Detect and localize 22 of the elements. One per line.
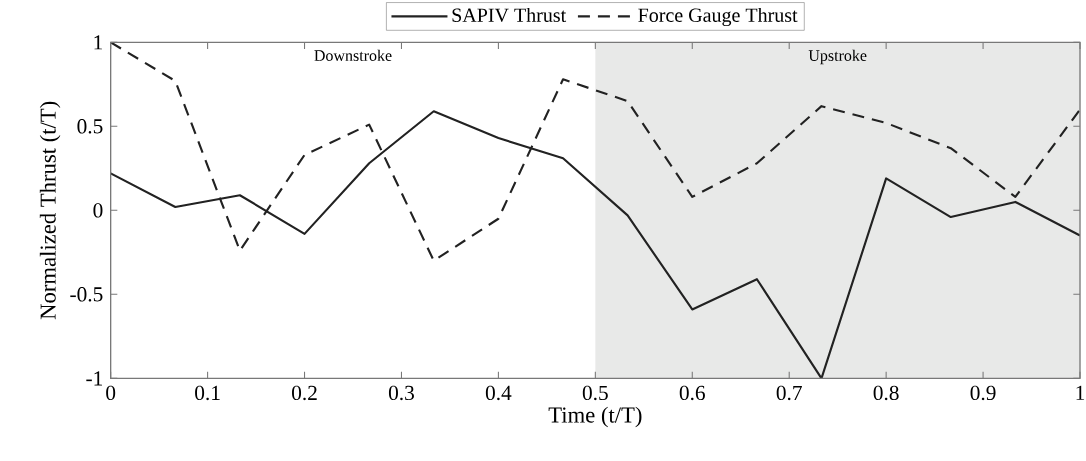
y-axis-title: Normalized Thrust (t/T) (39, 101, 61, 320)
x-tick-label: 0.7 (776, 385, 802, 401)
legend-label: Force Gauge Thrust (638, 7, 798, 27)
x-tick-label: 0.5 (582, 385, 608, 401)
x-tick-label: 1 (1076, 385, 1085, 400)
band-label: Upstroke (808, 49, 867, 65)
y-tick-label: 0.5 (77, 119, 103, 134)
x-axis-title: Time (t/T) (548, 406, 642, 428)
y-tick-label: -0.5 (70, 287, 103, 302)
x-tick-label: 0.8 (873, 385, 899, 401)
annotation: Downstroke (314, 49, 392, 61)
y-tick-label: 0 (93, 203, 103, 218)
x-tick-label: 0.4 (485, 385, 512, 401)
y-tick-label: -1 (86, 371, 103, 386)
x-tick-label: 0.3 (388, 385, 414, 401)
y-tick-label: 1 (94, 35, 103, 50)
x-tick-label: 0.9 (970, 385, 996, 401)
x-tick-label: 0.6 (679, 385, 705, 401)
x-tick-label: 0.1 (195, 385, 220, 401)
x-tick-label: 0.2 (292, 385, 317, 401)
x-tick-label: 0 (106, 385, 116, 401)
legend-label: SAPIV Thrust (452, 7, 567, 23)
